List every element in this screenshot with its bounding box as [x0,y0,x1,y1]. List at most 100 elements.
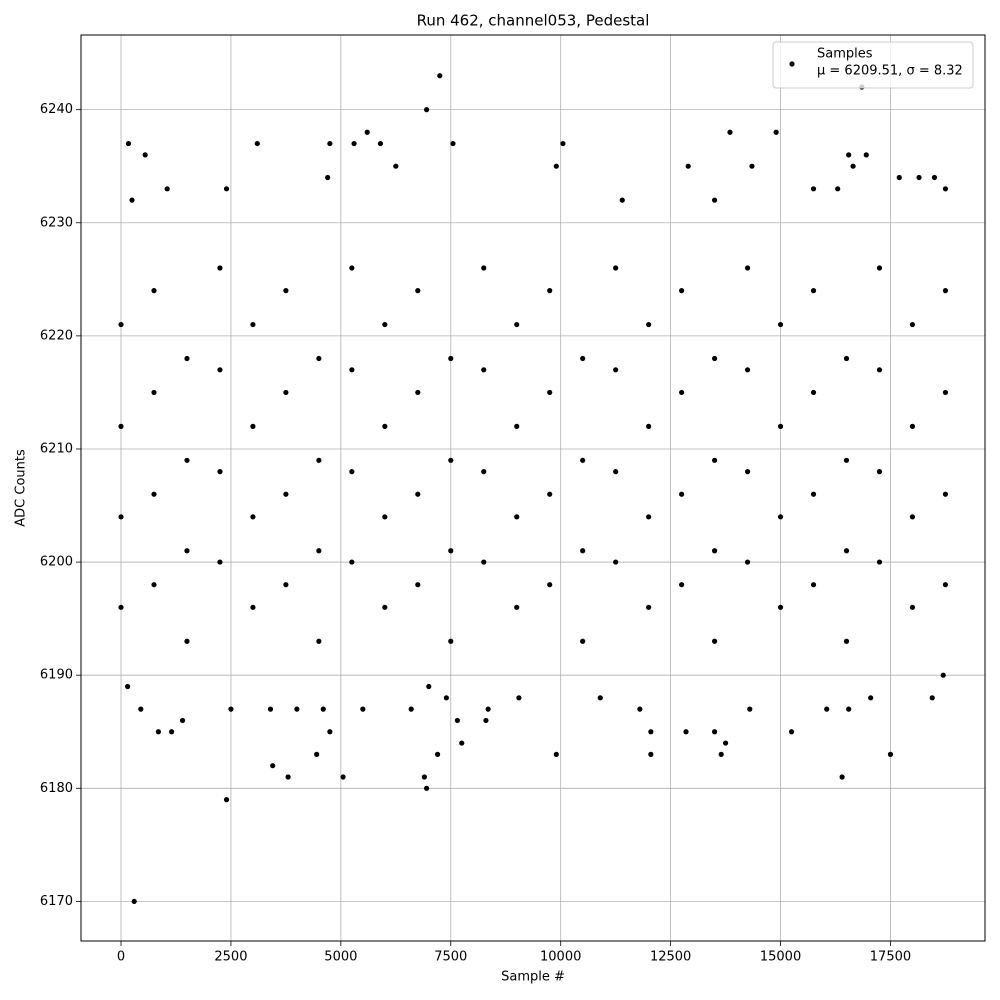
point [929,695,935,701]
point [909,321,916,328]
point [415,491,421,497]
point [942,288,949,294]
point [773,129,779,135]
point [516,695,522,701]
point [850,163,856,169]
point [711,197,718,203]
point [788,729,795,735]
point [646,604,652,610]
point [349,468,355,475]
point [514,514,520,520]
point [217,559,223,565]
point [646,423,652,429]
point [942,582,949,588]
point [316,548,322,554]
point [415,288,421,294]
point [283,288,289,294]
point [843,355,850,362]
legend-marker [789,61,795,67]
point [285,774,291,780]
point [223,186,230,192]
point [448,548,454,554]
point [250,514,256,520]
point [138,706,144,712]
point [283,389,289,396]
point [349,559,355,565]
point [876,367,883,373]
point [916,174,922,181]
point [118,321,124,328]
point [327,140,333,147]
point [777,514,784,520]
point [250,321,256,328]
point [580,548,586,554]
point [711,638,718,644]
point [942,186,949,192]
point [846,706,852,712]
point [164,186,170,192]
point [184,457,190,463]
point [382,321,388,328]
point [118,604,124,610]
point [777,604,784,610]
point [223,797,230,803]
point [777,423,784,429]
point [443,695,449,701]
point [718,751,724,757]
point [217,265,223,271]
point [547,288,553,294]
point [364,129,370,135]
point [254,140,260,147]
point [314,751,320,757]
point [125,140,132,147]
point [909,604,916,610]
point [294,706,300,712]
y-tick-label: 6220 [40,328,73,343]
point [648,729,654,735]
point [619,197,625,203]
point [940,672,946,678]
point [835,186,841,192]
point [408,706,414,712]
point [283,582,289,588]
point [382,423,388,429]
point [580,355,586,362]
point [228,706,234,712]
point [646,514,652,520]
point [155,729,161,735]
point [423,107,430,113]
point [382,514,388,520]
point [485,706,491,712]
point [824,706,830,712]
point [679,288,685,294]
point [863,152,869,158]
point [481,265,487,271]
point [749,163,755,169]
point [483,717,489,724]
point [448,355,454,362]
point [450,140,456,147]
point [648,751,654,757]
point [393,163,399,169]
point [909,514,916,520]
point [876,559,883,565]
point [839,774,845,780]
point [646,321,652,328]
point [711,729,718,735]
point [679,491,685,497]
point [184,638,190,644]
point [320,706,326,712]
point [909,423,916,429]
point [744,367,751,373]
point [553,163,559,169]
point [327,729,333,735]
point [360,706,366,712]
point [168,729,175,735]
x-tick-label: 7500 [434,950,467,965]
point [637,706,643,712]
y-axis-label: ADC Counts [14,449,29,527]
point [151,582,157,588]
point [250,604,256,610]
point [679,389,685,396]
